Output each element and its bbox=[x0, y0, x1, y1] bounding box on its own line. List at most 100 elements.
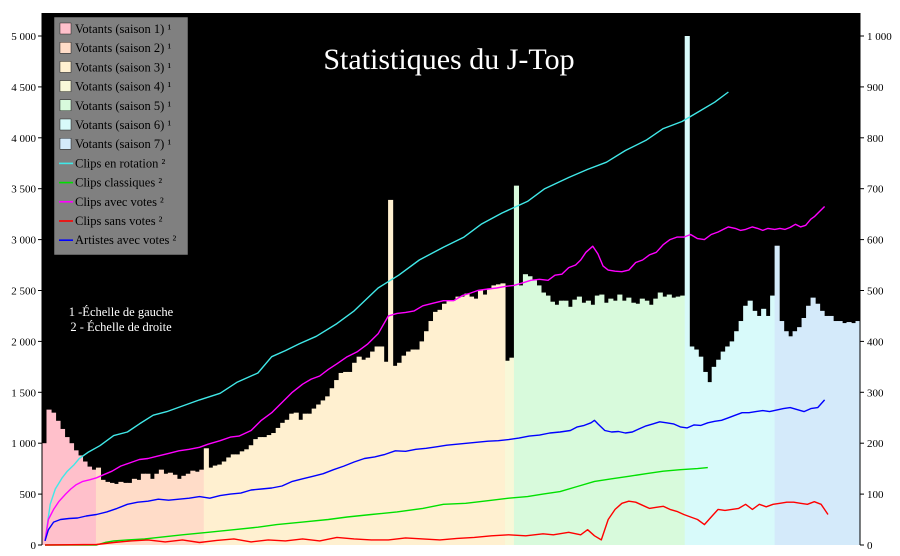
bar-season-7 bbox=[779, 321, 785, 545]
bar-season-7 bbox=[855, 321, 861, 545]
bar-season-5 bbox=[653, 298, 659, 545]
bar-season-3 bbox=[424, 331, 430, 545]
bar-season-5 bbox=[603, 302, 609, 545]
legend-box bbox=[53, 16, 189, 256]
legend-label: Votants (saison 6) ¹ bbox=[75, 118, 171, 132]
bar-season-7 bbox=[815, 303, 821, 545]
right-tick-label: 500 bbox=[867, 286, 884, 298]
bar-season-7 bbox=[797, 327, 803, 545]
legend-label: Clips avec votes ² bbox=[75, 195, 164, 209]
bar-season-6 bbox=[738, 321, 744, 545]
bar-season-3 bbox=[365, 357, 371, 545]
bar-season-5 bbox=[540, 292, 546, 545]
bar-season-3 bbox=[352, 362, 358, 545]
legend-item: Votants (saison 7) ¹ bbox=[59, 137, 171, 151]
right-tick-label: 600 bbox=[867, 235, 884, 247]
bar-season-5 bbox=[549, 301, 555, 545]
bar-season-7 bbox=[846, 322, 852, 545]
legend-label: Clips classiques ² bbox=[75, 176, 162, 190]
legend-swatch bbox=[59, 42, 72, 54]
right-y-axis: 0 100 200 300 400 500 600 700 800 900 1 000 bbox=[859, 13, 892, 552]
bar-season-3 bbox=[410, 349, 416, 545]
bar-season-1 bbox=[59, 428, 66, 545]
bar-season-2 bbox=[199, 469, 205, 545]
bar-season-7 bbox=[828, 315, 834, 545]
bar-season-5 bbox=[662, 296, 668, 545]
left-tick-label: 1 000 bbox=[11, 438, 36, 450]
chart-title: Statistiques du J-Top bbox=[323, 43, 574, 76]
bar-season-7 bbox=[806, 305, 812, 545]
legend-label: Votants (saison 7) ¹ bbox=[75, 137, 171, 151]
bar-season-2 bbox=[176, 478, 182, 545]
bar-season-5 bbox=[585, 300, 591, 545]
bar-season-5 bbox=[594, 295, 600, 545]
legend-item: Clips classiques ² bbox=[59, 176, 162, 190]
bar-season-3 bbox=[482, 294, 488, 545]
bar-season-6 bbox=[756, 315, 762, 545]
left-tick-label: 1 500 bbox=[11, 387, 36, 399]
bar-season-3 bbox=[406, 351, 412, 545]
bar-season-3 bbox=[235, 454, 241, 545]
bar-season-5 bbox=[626, 297, 632, 545]
bar-season-5 bbox=[621, 300, 627, 545]
bar-season-7 bbox=[819, 310, 825, 545]
scale-notes: 1 -Échelle de gauche 2 - Échelle de droi… bbox=[69, 305, 174, 334]
legend-item: Votants (saison 4) ¹ bbox=[59, 80, 171, 94]
bar-season-3 bbox=[338, 372, 344, 545]
bar-season-3 bbox=[302, 413, 308, 545]
legend-item: Artistes avec votes ² bbox=[59, 233, 177, 247]
legend-item: Clips avec votes ² bbox=[59, 195, 164, 209]
right-tick-label: 400 bbox=[867, 336, 884, 348]
left-y-axis: 0 500 1 000 1 500 2 000 2 500 3 000 3 500 4 000 4… bbox=[11, 13, 43, 552]
bar-season-3 bbox=[473, 298, 479, 545]
right-tick-label: 800 bbox=[867, 133, 884, 145]
bar-season-6 bbox=[765, 315, 771, 545]
bar-season-5 bbox=[518, 285, 524, 545]
line-artistes-avec-votes bbox=[44, 399, 826, 542]
left-tick-label: 3 500 bbox=[11, 184, 36, 196]
bar-season-5 bbox=[545, 295, 551, 545]
left-tick-label: 4 000 bbox=[11, 133, 36, 145]
bar-season-5 bbox=[608, 298, 614, 545]
bar-season-3 bbox=[208, 467, 214, 545]
bar-season-3 bbox=[397, 362, 403, 545]
right-tick-label: 0 bbox=[867, 540, 873, 552]
legend-label: Votants (saison 3) ¹ bbox=[75, 60, 171, 74]
bar-season-5 bbox=[675, 296, 681, 545]
bar-season-2 bbox=[158, 469, 164, 545]
legend-label: Votants (saison 2) ¹ bbox=[75, 41, 171, 55]
bar-season-3 bbox=[468, 296, 475, 545]
line-clips-sans-votes bbox=[44, 500, 829, 546]
bar-season-3 bbox=[257, 437, 263, 545]
bar-season-3 bbox=[455, 296, 461, 545]
bar-season-7 bbox=[810, 297, 816, 545]
legend-label: Artistes avec votes ² bbox=[75, 233, 177, 247]
right-tick-label: 300 bbox=[867, 387, 884, 399]
bar-season-2 bbox=[109, 482, 115, 545]
bar-season-2 bbox=[154, 473, 160, 545]
bar-season-3 bbox=[280, 422, 286, 545]
bar-season-3 bbox=[343, 371, 349, 545]
bar-season-6 bbox=[716, 359, 722, 545]
bar-season-1 bbox=[55, 420, 61, 545]
bar-season-7 bbox=[824, 315, 830, 545]
bar-season-2 bbox=[145, 473, 151, 545]
bar-season-3 bbox=[433, 311, 439, 545]
bar-season-2 bbox=[167, 472, 173, 545]
bar-season-3 bbox=[311, 408, 317, 545]
bar-season-2 bbox=[127, 482, 133, 545]
legend-item: Votants (saison 2) ¹ bbox=[59, 41, 171, 55]
bar-season-3 bbox=[451, 300, 457, 545]
bar-season-5 bbox=[680, 295, 686, 545]
bar-season-6 bbox=[720, 351, 726, 545]
votants-bars bbox=[42, 36, 861, 545]
bar-season-5 bbox=[599, 294, 605, 545]
right-tick-label: 100 bbox=[867, 489, 884, 501]
bar-season-7 bbox=[833, 321, 839, 545]
series-lines bbox=[44, 91, 829, 546]
bar-season-5 bbox=[644, 300, 650, 545]
bar-season-5 bbox=[666, 294, 672, 545]
left-tick-label: 2 500 bbox=[11, 286, 36, 298]
bar-season-5 bbox=[671, 297, 677, 545]
bar-season-2 bbox=[185, 473, 191, 545]
